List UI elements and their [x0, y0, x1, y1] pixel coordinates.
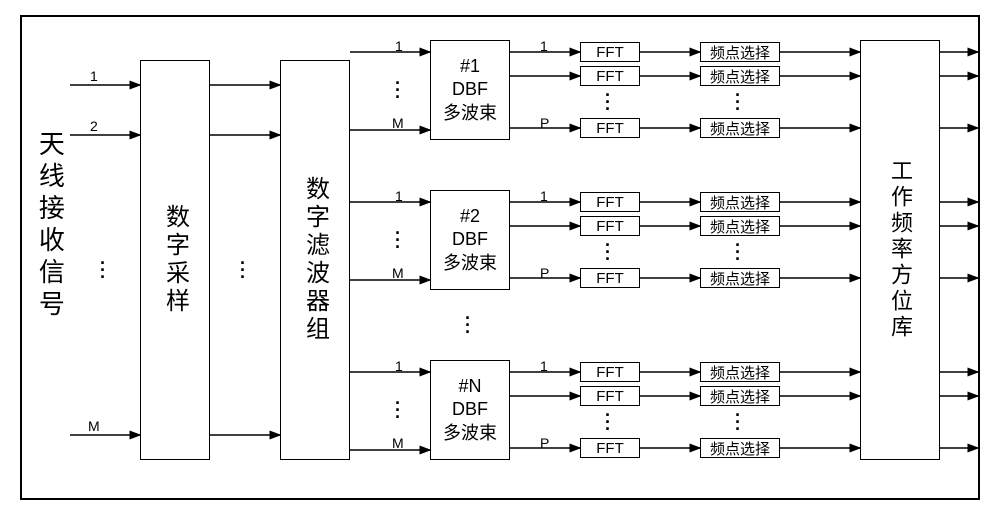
fft-box: FFT [580, 118, 640, 138]
dbf-label-2: #2DBF多波束 [443, 205, 497, 275]
antenna-signal-label: 天线接收信号 [32, 130, 68, 322]
fft-box: FFT [580, 386, 640, 406]
dbf-in-num: M [392, 435, 404, 451]
frequency-azimuth-library-label: 工作频率方位库 [884, 159, 916, 341]
dbf-out-num: 1 [540, 188, 548, 204]
ellipsis-icon: ··· [395, 80, 401, 102]
dbf-label-1: #1DBF多波束 [443, 55, 497, 125]
freq-select-box: 频点选择 [700, 66, 780, 86]
dbf-in-num: M [392, 265, 404, 281]
ellipsis-icon: ··· [735, 242, 741, 264]
dbf-out-num: 1 [540, 358, 548, 374]
dbf-out-num: P [540, 115, 549, 131]
dbf-label-n: #NDBF多波束 [443, 375, 497, 445]
dbf-block-1: #1DBF多波束 [430, 40, 510, 140]
ellipsis-icon: ··· [100, 260, 106, 282]
dbf-in-num: 1 [395, 188, 403, 204]
freq-select-box: 频点选择 [700, 438, 780, 458]
fft-box: FFT [580, 362, 640, 382]
frequency-azimuth-library-block: 工作频率方位库 [860, 40, 940, 460]
dbf-in-num: 1 [395, 358, 403, 374]
digital-sampling-label: 数字采样 [158, 204, 193, 316]
freq-select-box: 频点选择 [700, 362, 780, 382]
dbf-in-num: 1 [395, 38, 403, 54]
digital-sampling-block: 数字采样 [140, 60, 210, 460]
ellipsis-icon: ··· [605, 412, 611, 434]
freq-select-box: 频点选择 [700, 386, 780, 406]
dbf-out-num: P [540, 265, 549, 281]
freq-select-box: 频点选择 [700, 192, 780, 212]
freq-select-box: 频点选择 [700, 268, 780, 288]
dbf-block-n: #NDBF多波束 [430, 360, 510, 460]
ellipsis-icon: ··· [735, 412, 741, 434]
fft-box: FFT [580, 216, 640, 236]
digital-filter-label: 数字滤波器组 [298, 176, 333, 344]
fft-box: FFT [580, 66, 640, 86]
input-num: 2 [90, 118, 98, 134]
dbf-out-num: 1 [540, 38, 548, 54]
ellipsis-icon: ··· [735, 92, 741, 114]
ellipsis-icon: ··· [240, 260, 246, 282]
input-num: 1 [90, 68, 98, 84]
ellipsis-icon: ··· [605, 92, 611, 114]
ellipsis-icon: ··· [395, 230, 401, 252]
freq-select-box: 频点选择 [700, 42, 780, 62]
ellipsis-icon: ··· [395, 400, 401, 422]
freq-select-box: 频点选择 [700, 216, 780, 236]
freq-select-box: 频点选择 [700, 118, 780, 138]
dbf-out-num: P [540, 435, 549, 451]
fft-box: FFT [580, 438, 640, 458]
digital-filter-block: 数字滤波器组 [280, 60, 350, 460]
fft-box: FFT [580, 268, 640, 288]
fft-box: FFT [580, 192, 640, 212]
input-num: M [88, 418, 100, 434]
ellipsis-icon: ··· [465, 315, 471, 337]
ellipsis-icon: ··· [605, 242, 611, 264]
dbf-block-2: #2DBF多波束 [430, 190, 510, 290]
dbf-in-num: M [392, 115, 404, 131]
fft-box: FFT [580, 42, 640, 62]
